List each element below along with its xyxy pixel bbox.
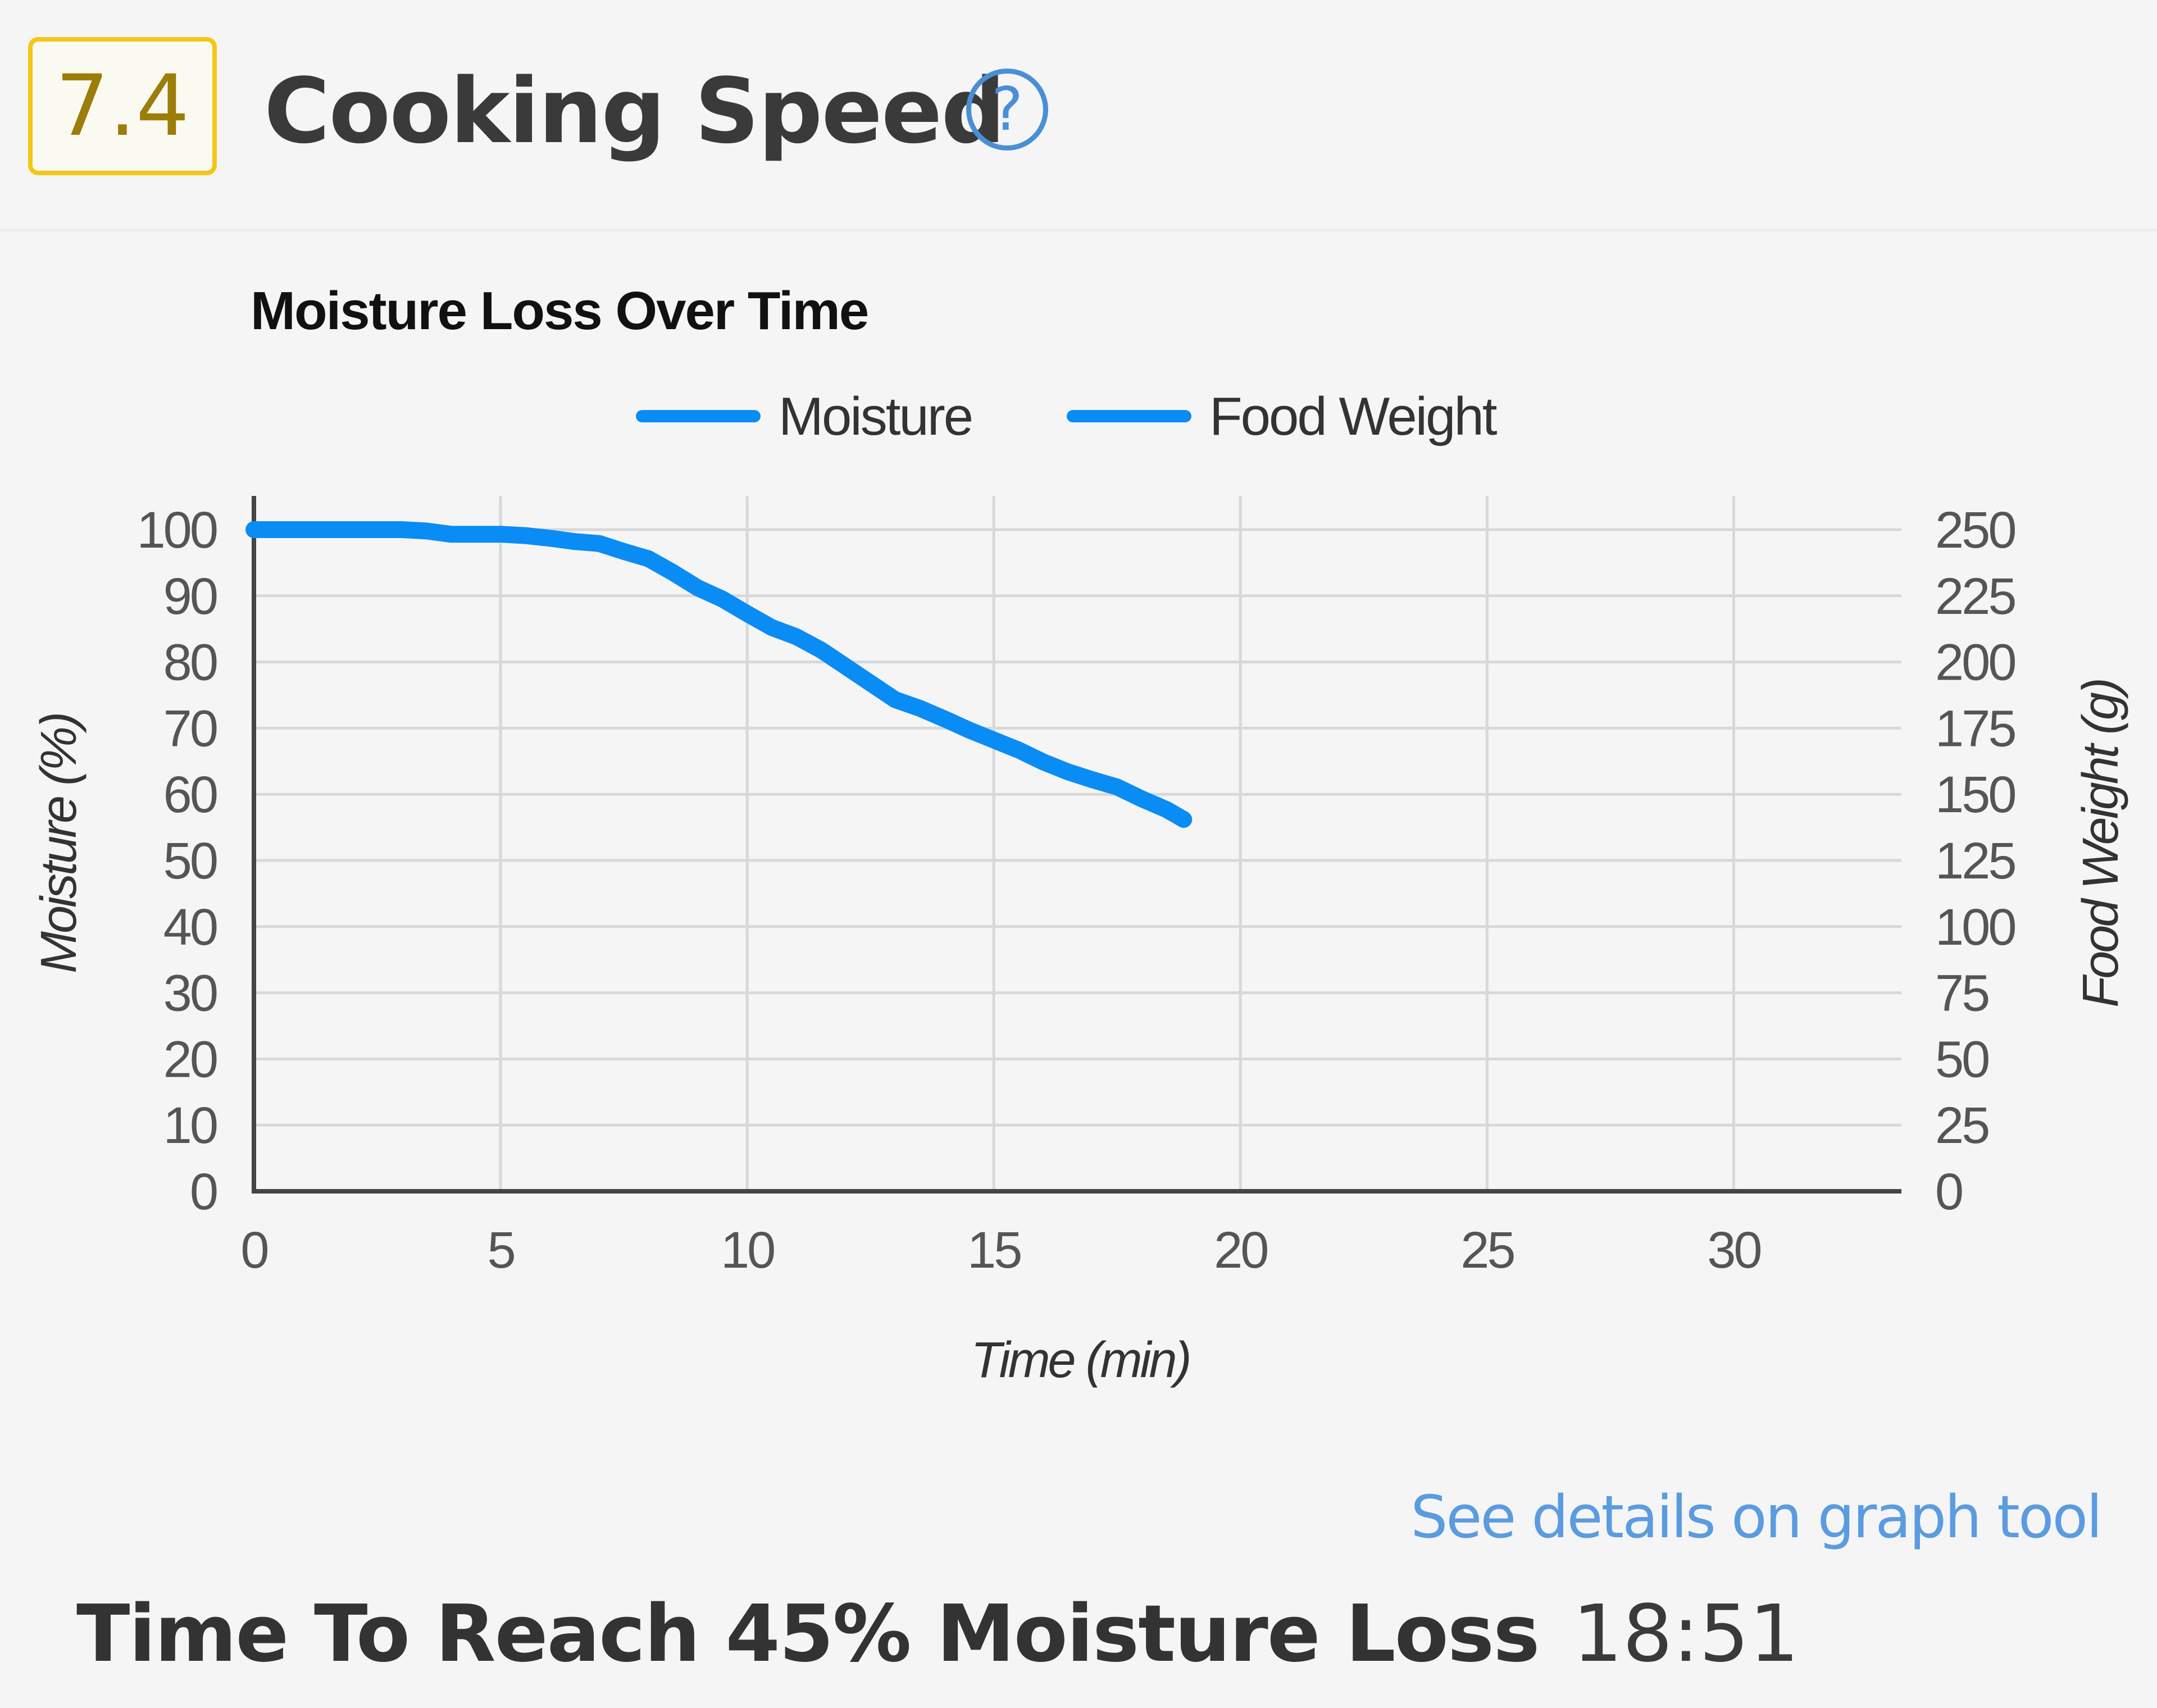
legend-label: Food Weight xyxy=(1209,386,1497,447)
section-header: 7.4 Cooking Speed ? xyxy=(0,0,2157,231)
section-title: Cooking Speed xyxy=(264,58,1005,163)
metric-value: 18:51 xyxy=(1572,1588,1800,1680)
x-tick-label: 25 xyxy=(1460,1222,1514,1279)
y-tick-label: 80 xyxy=(163,634,217,691)
chart-series xyxy=(245,521,1193,828)
legend-label: Moisture xyxy=(779,386,972,447)
y-tick-label: 90 xyxy=(163,568,217,625)
y2-axis-title: Food Weight (g) xyxy=(2073,680,2129,1008)
y-tick-label: 70 xyxy=(163,700,217,757)
y-axis-title: Moisture (%) xyxy=(31,714,87,973)
y-tick-label: 100 xyxy=(137,502,217,559)
y-tick-label: 20 xyxy=(163,1031,217,1088)
y2-tick-label: 0 xyxy=(1935,1163,1962,1220)
chart-grid xyxy=(254,496,1901,1191)
chart-axes xyxy=(252,496,1901,1194)
y2-tick-label: 50 xyxy=(1935,1031,1988,1088)
x-tick-label: 5 xyxy=(487,1222,514,1279)
y-tick-label: 40 xyxy=(163,899,217,956)
y-tick-label: 10 xyxy=(163,1097,217,1154)
y2-tick-label: 225 xyxy=(1935,568,2015,625)
y-tick-label: 50 xyxy=(163,832,217,890)
x-axis-title: Time (min) xyxy=(971,1332,1189,1388)
y2-tick-label: 175 xyxy=(1935,700,2015,757)
x-tick-label: 10 xyxy=(721,1222,774,1279)
y-tick-label: 60 xyxy=(163,766,217,823)
chart-labels: 0102030405060708090100025507510012515017… xyxy=(31,281,2129,1388)
x-tick-label: 15 xyxy=(967,1222,1021,1279)
chart-title: Moisture Loss Over Time xyxy=(251,281,868,341)
y2-tick-label: 100 xyxy=(1935,899,2015,956)
graph-tool-link[interactable]: See details on graph tool xyxy=(1410,1483,2103,1551)
x-tick-label: 20 xyxy=(1214,1222,1267,1279)
y2-tick-label: 125 xyxy=(1935,832,2015,890)
question-circle-icon[interactable]: ? xyxy=(966,69,1048,151)
y2-tick-label: 75 xyxy=(1935,965,1988,1022)
moisture-chart: 0102030405060708090100025507510012515017… xyxy=(31,281,2129,1388)
metric-label: Time To Reach 45% Moisture Loss xyxy=(76,1588,1540,1680)
y-tick-label: 0 xyxy=(190,1163,217,1220)
y2-tick-label: 200 xyxy=(1935,634,2015,691)
y2-tick-label: 250 xyxy=(1935,502,2015,559)
x-tick-label: 30 xyxy=(1707,1222,1760,1279)
score-badge: 7.4 xyxy=(28,37,217,175)
y2-tick-label: 150 xyxy=(1935,766,2015,823)
x-tick-label: 0 xyxy=(240,1222,267,1279)
moisture-loss-metric: Time To Reach 45% Moisture Loss 18:51 xyxy=(76,1589,1799,1679)
y-tick-label: 30 xyxy=(163,965,217,1022)
y2-tick-label: 25 xyxy=(1935,1097,1988,1154)
series-line-moisture xyxy=(245,521,1193,828)
